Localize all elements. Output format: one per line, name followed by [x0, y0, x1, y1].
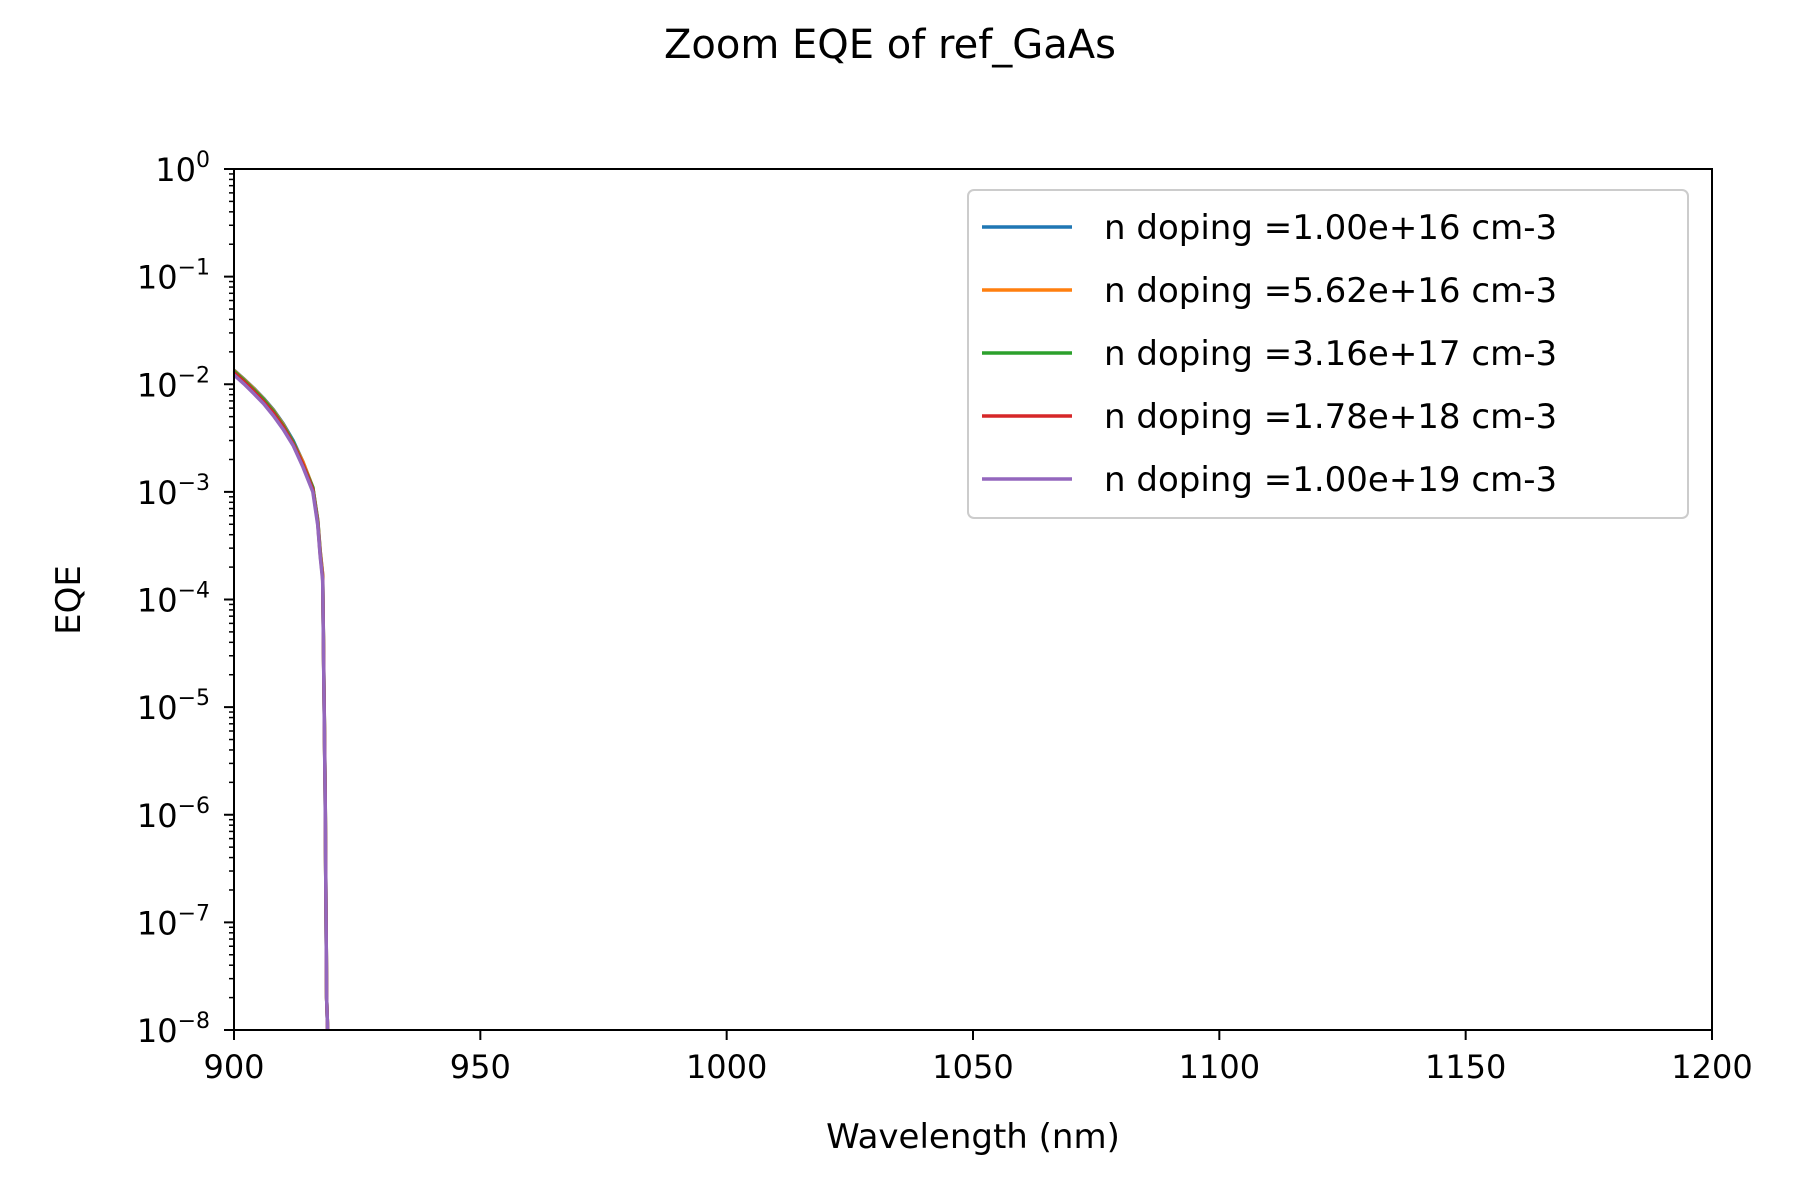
y-tick-exponent: −7: [178, 901, 210, 926]
y-axis-label: EQE: [49, 565, 89, 635]
legend-box: [967, 189, 1689, 519]
y-tick-exponent: −4: [178, 579, 210, 604]
legend-label-3: n doping =3.16e+17 cm-3: [1104, 334, 1557, 374]
y-tick-exponent: −1: [178, 256, 210, 281]
y-tick-exponent: −6: [178, 794, 210, 819]
y-tick-exponent: −8: [178, 1009, 210, 1034]
y-tick-label: 10−6: [137, 794, 210, 835]
y-tick-base: 10: [137, 366, 178, 404]
legend: n doping =1.00e+16 cm-3 n doping =5.62e+1…: [967, 189, 1689, 519]
y-tick-base: 10: [137, 582, 178, 620]
y-tick-base: 10: [155, 151, 196, 189]
y-tick-label: 100: [155, 148, 210, 189]
x-tick-label: 950: [450, 1048, 511, 1086]
x-tick-label: 900: [203, 1048, 264, 1086]
y-tick-label: 10−5: [137, 686, 210, 727]
series-layer: [232, 368, 330, 1031]
x-tick-label: 1100: [1179, 1048, 1260, 1086]
legend-label-1: n doping =1.00e+16 cm-3: [1104, 208, 1557, 248]
chart-title: Zoom EQE of ref_GaAs: [664, 22, 1116, 68]
y-axis-ticks: 10−810−710−610−510−410−310−210−1100: [137, 148, 234, 1050]
y-tick-label: 10−1: [137, 256, 210, 297]
x-tick-label: 1050: [932, 1048, 1013, 1086]
y-tick-label: 10−4: [137, 579, 210, 620]
y-tick-base: 10: [137, 904, 178, 942]
legend-label-4: n doping =1.78e+18 cm-3: [1104, 397, 1557, 437]
y-tick-exponent: −5: [178, 686, 210, 711]
x-tick-label: 1000: [686, 1048, 767, 1086]
y-tick-base: 10: [137, 797, 178, 835]
y-tick-base: 10: [137, 1012, 178, 1050]
y-tick-base: 10: [137, 474, 178, 512]
series-line-5: [232, 373, 330, 1031]
x-axis-label: Wavelength (nm): [826, 1117, 1120, 1157]
y-tick-exponent: −3: [178, 471, 210, 496]
x-tick-label: 1150: [1425, 1048, 1506, 1086]
y-tick-exponent: −2: [178, 363, 210, 388]
y-tick-exponent: 0: [196, 148, 210, 173]
y-tick-label: 10−7: [137, 901, 210, 942]
x-axis-ticks: 900 950 1000 1050 1100 1150 1200: [203, 1030, 1753, 1086]
y-tick-label: 10−3: [137, 471, 210, 512]
y-tick-base: 10: [137, 689, 178, 727]
y-tick-label: 10−2: [137, 363, 210, 404]
legend-label-2: n doping =5.62e+16 cm-3: [1104, 271, 1557, 311]
legend-label-5: n doping =1.00e+19 cm-3: [1104, 460, 1557, 500]
x-tick-label: 1200: [1671, 1048, 1752, 1086]
y-tick-base: 10: [137, 259, 178, 297]
y-tick-label: 10−8: [137, 1009, 210, 1050]
